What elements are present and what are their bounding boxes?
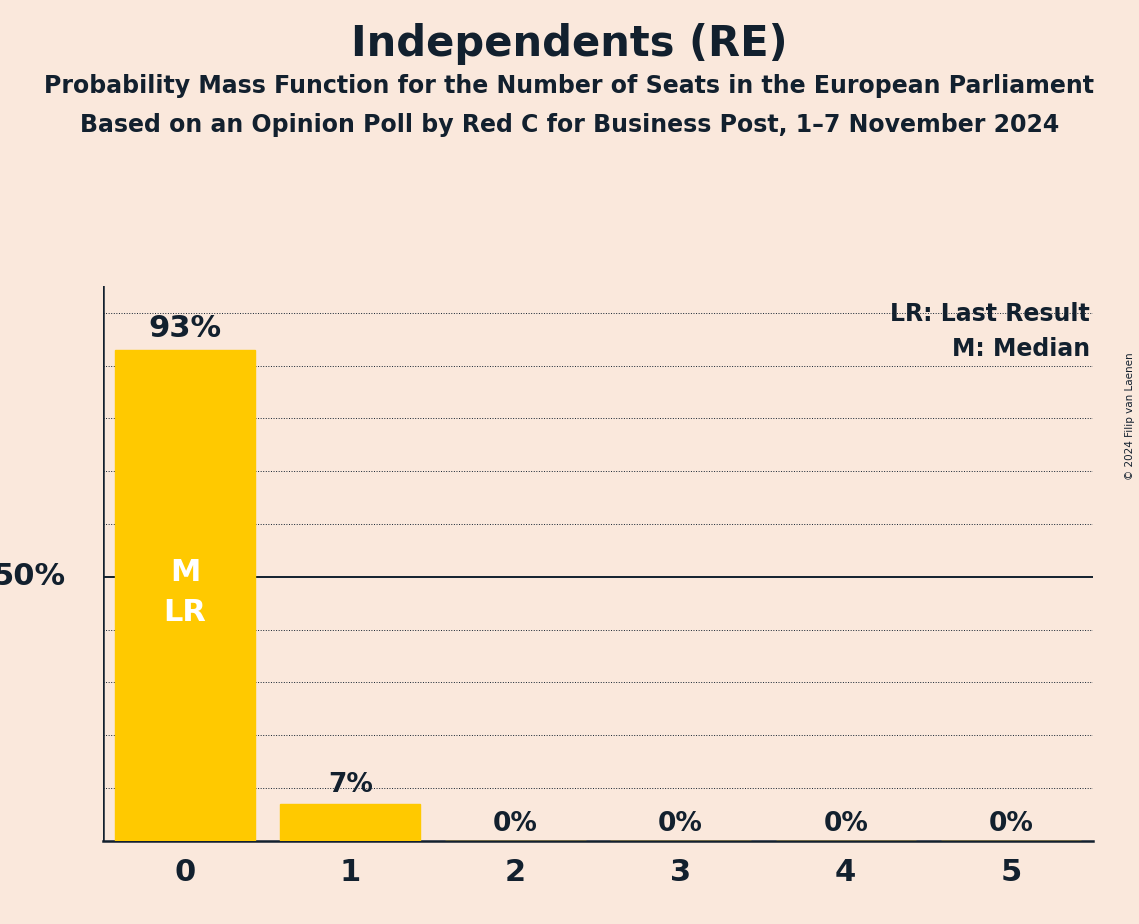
Text: 0%: 0% <box>658 810 703 836</box>
Text: 7%: 7% <box>328 772 372 797</box>
Bar <box>280 804 420 841</box>
Text: Probability Mass Function for the Number of Seats in the European Parliament: Probability Mass Function for the Number… <box>44 74 1095 98</box>
Text: © 2024 Filip van Laenen: © 2024 Filip van Laenen <box>1125 352 1134 480</box>
Text: M
LR: M LR <box>164 558 206 627</box>
Text: 50%: 50% <box>0 563 66 591</box>
Text: 0%: 0% <box>493 810 538 836</box>
Text: 93%: 93% <box>148 314 222 344</box>
Text: 0%: 0% <box>989 810 1033 836</box>
Bar <box>115 350 255 841</box>
Text: Based on an Opinion Poll by Red C for Business Post, 1–7 November 2024: Based on an Opinion Poll by Red C for Bu… <box>80 113 1059 137</box>
Text: 0%: 0% <box>823 810 868 836</box>
Text: LR: Last Result: LR: Last Result <box>891 302 1090 326</box>
Text: M: Median: M: Median <box>952 336 1090 360</box>
Text: Independents (RE): Independents (RE) <box>351 23 788 65</box>
